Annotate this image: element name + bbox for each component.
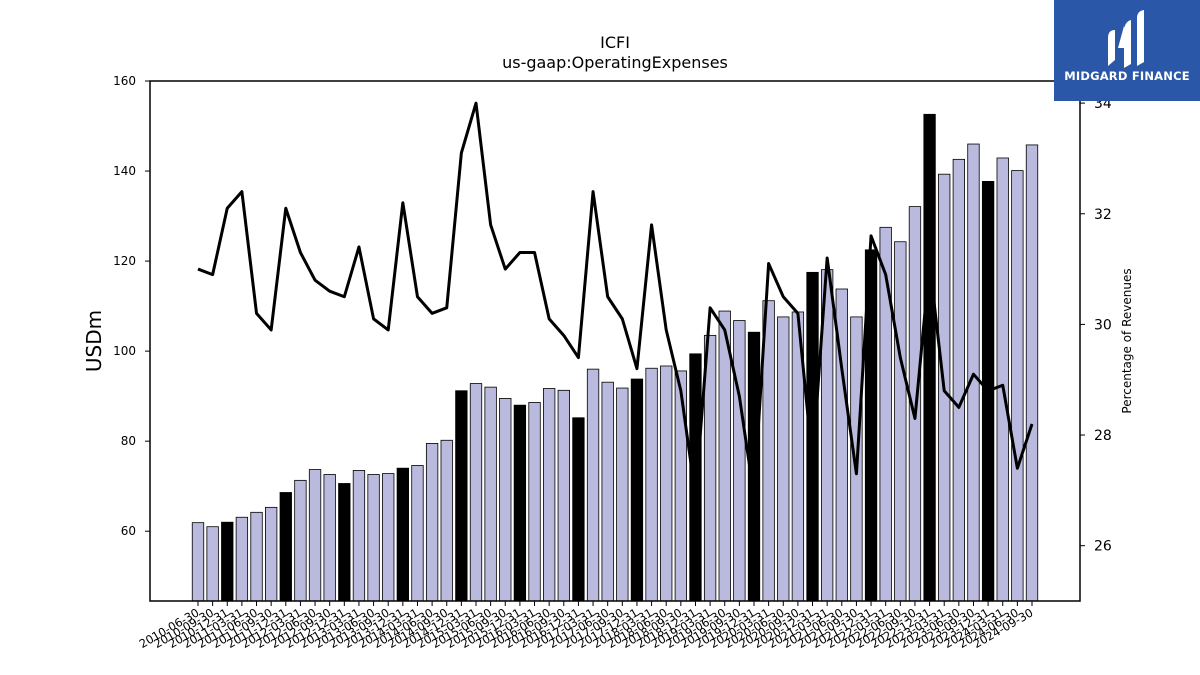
bar [967,143,980,602]
bar [206,526,219,602]
bar [396,467,409,602]
bar [1025,144,1039,602]
chart-subtitle: us-gaap:OperatingExpenses [502,53,728,72]
bar [382,473,395,602]
y2-tick-label: 28 [1094,428,1112,444]
bar [996,157,1009,602]
bar [879,226,892,602]
bar [630,378,644,602]
bar [733,320,746,602]
bar [572,417,585,602]
bar [543,388,556,602]
bar [894,241,907,602]
bar [923,113,936,602]
y-tick-label: 140 [113,164,136,178]
bar [352,470,366,602]
bar [528,402,541,602]
bar [601,381,614,602]
bar [660,365,673,602]
midgard-finance-logo: MIDGARD FINANCE [1054,0,1200,101]
left-axis-ticks: 60 80 100 120 140 160 [113,74,150,538]
bar [455,390,468,602]
bar [952,158,965,602]
y2-tick-label: 26 [1094,539,1112,555]
bar [250,511,263,602]
logo-text: MIDGARD FINANCE [1064,69,1190,83]
bar [557,389,570,602]
y-tick-label: 100 [113,344,136,358]
bar [367,474,380,602]
bar [484,386,497,602]
line-series [197,101,1034,498]
bar [191,522,205,602]
bar [308,469,322,602]
plot-frame [149,80,1081,602]
bar-series [191,113,1039,602]
y-axis-label: USDm [82,310,106,372]
y2-tick-label: 30 [1094,317,1112,333]
bar [616,387,629,602]
bar [469,383,483,602]
bar [513,404,527,602]
bar [411,465,424,602]
bar [235,516,249,602]
y-tick-label: 160 [113,74,136,88]
y2-tick-label: 32 [1094,207,1112,223]
bar [1011,170,1024,602]
bar [294,479,307,602]
series-line [197,101,1034,498]
y-tick-label: 60 [121,524,136,538]
bar [645,367,658,602]
bar [499,397,512,602]
y2-axis-label: Percentage of Revenues [1120,268,1134,413]
bar [265,506,278,602]
bar [279,492,292,602]
chart-title: ICFI [600,33,630,52]
bar [323,474,336,602]
bar [674,370,687,602]
y-tick-label: 80 [121,434,136,448]
bar [440,439,453,602]
bar [425,443,439,602]
bar [586,368,600,602]
logo-mark-icon [1108,10,1144,68]
x-axis-ticks: 2010-06-302010-09-302010-12-312011-03-31… [137,601,1036,651]
bar [221,521,234,602]
y-tick-label: 120 [113,254,136,268]
bar [338,483,351,602]
bar [777,316,790,602]
